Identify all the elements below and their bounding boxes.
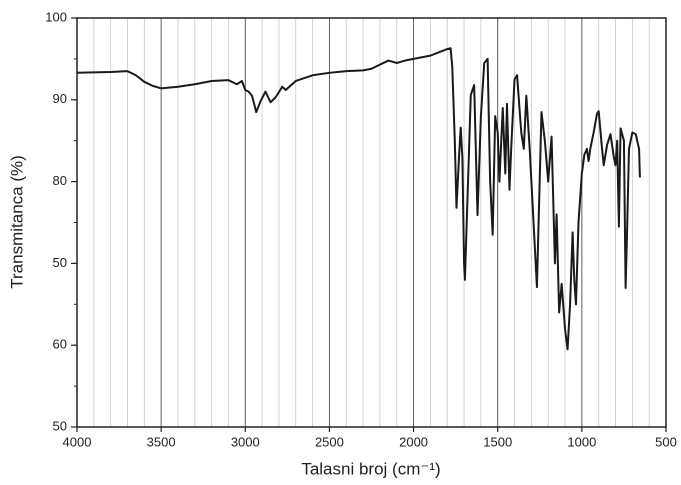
y-tick-label: 50 (53, 255, 67, 270)
x-tick-label: 4000 (63, 434, 92, 449)
spectrum-line (76, 47, 641, 351)
x-tick-label: 3000 (231, 434, 260, 449)
x-tick-label: 2500 (315, 434, 344, 449)
y-tick-label: 90 (53, 91, 67, 106)
y-axis-title: Transmitanca (%) (7, 155, 26, 289)
x-axis-title: Talasni broj (cm⁻¹) (301, 459, 440, 478)
y-tick-label: 100 (45, 9, 67, 24)
y-tick-label: 60 (53, 337, 67, 352)
x-tick-label: 500 (655, 434, 677, 449)
x-tick-label: 1000 (567, 434, 596, 449)
x-tick-label: 2000 (399, 434, 428, 449)
y-tick-label: 80 (53, 173, 67, 188)
x-tick-label: 1500 (483, 434, 512, 449)
y-tick-label: 50 (53, 418, 67, 433)
x-tick-label: 3500 (147, 434, 176, 449)
plot-frame (76, 17, 667, 428)
